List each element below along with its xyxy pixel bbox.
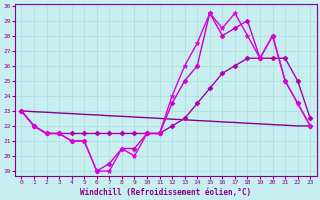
X-axis label: Windchill (Refroidissement éolien,°C): Windchill (Refroidissement éolien,°C) [80,188,252,197]
